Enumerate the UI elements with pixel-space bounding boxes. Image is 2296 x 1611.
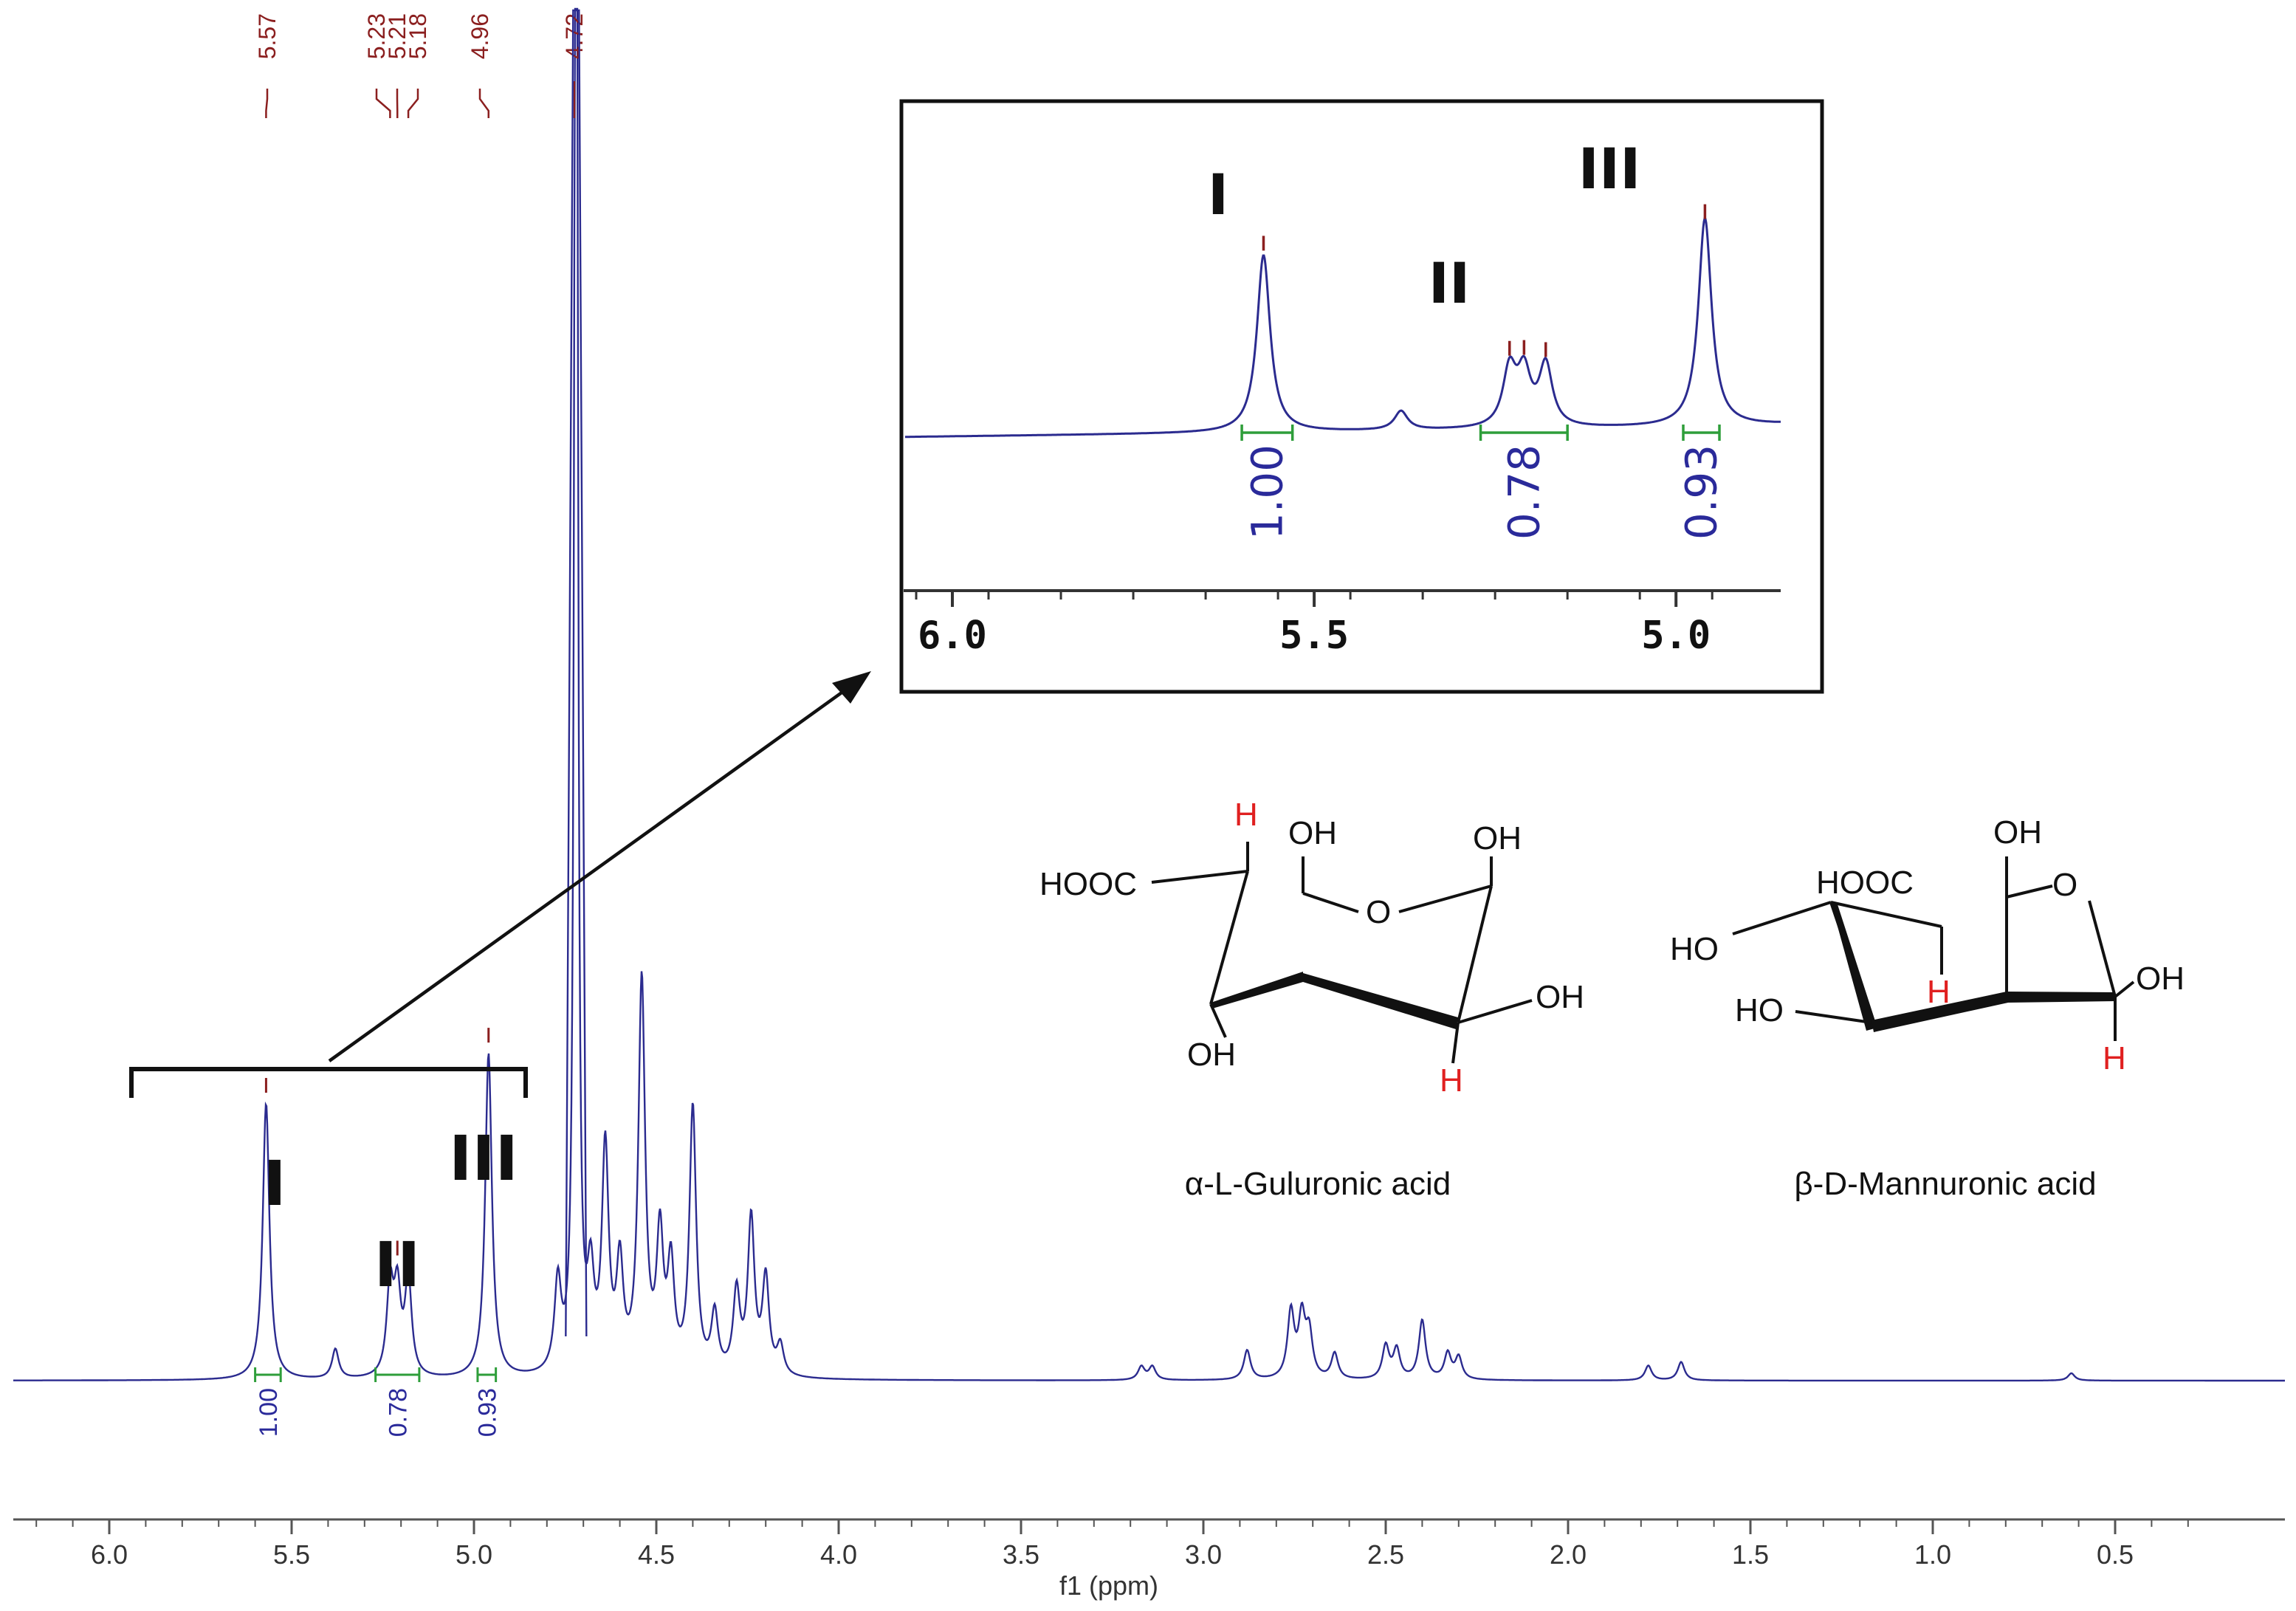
peak-label: 5.18 <box>405 13 431 118</box>
inset-integral-region: 1.00 <box>1240 425 1294 540</box>
mannuronic-label-oh-right: OH <box>2136 961 2185 997</box>
peak-label: 5.23 <box>363 13 391 118</box>
integral-region: 1.00 <box>254 1367 283 1437</box>
x-tick-label: 2.0 <box>1550 1539 1587 1570</box>
inset-integral-label: 1.00 <box>1242 444 1292 540</box>
x-tick-label: 3.0 <box>1185 1539 1222 1570</box>
mannuronic-label-oh-top: OH <box>1993 814 2042 851</box>
mannuronic-label-ho-bottom: HO <box>1735 992 1784 1028</box>
x-tick-label: 1.5 <box>1732 1539 1769 1570</box>
x-tick-label: 5.5 <box>273 1539 310 1570</box>
inset-frame <box>899 99 1824 694</box>
mannuronic-label-h-red-bottom: H <box>2103 1040 2126 1076</box>
inset-region-label-iii: III <box>1578 136 1641 202</box>
mannuronic-label-h-red: H <box>1927 974 1950 1010</box>
integral-label: 1.00 <box>255 1388 283 1437</box>
peak-label-leader <box>407 89 419 118</box>
inset-tick-label: 5.5 <box>1279 614 1349 658</box>
integral-region: 0.93 <box>473 1367 501 1437</box>
guluronic-caption: α-L-Guluronic acid <box>1185 1166 1451 1202</box>
mannuronic-label-ho-left: HO <box>1670 931 1719 967</box>
x-tick-label: 4.5 <box>638 1539 675 1570</box>
inset-integral-region: 0.93 <box>1677 425 1727 540</box>
x-tick-label: 0.5 <box>2097 1539 2134 1570</box>
inset-region-label-i: I <box>1208 162 1228 227</box>
guluronic-label-hooc: HOOC <box>1039 866 1137 902</box>
peak-label-group: 5.57 5.235.215.18 4.96 4.72 <box>254 13 588 1259</box>
inset-integral-label: 0.78 <box>1499 444 1549 540</box>
peak-label-leader <box>478 89 490 118</box>
region-label: I <box>263 1147 286 1220</box>
mannuronic-label-ring-o: O <box>2052 867 2077 903</box>
region-label: II <box>374 1229 421 1301</box>
peak-label-text: 5.21 <box>384 13 410 59</box>
peak-label-leader <box>265 89 269 118</box>
main-plot: 6.0 5.5 5.0 4.5 4.0 3.5 3.0 2.5 2.0 1.5 1.0 0.5 f1 … <box>13 7 2285 1601</box>
peak-label-text: 5.23 <box>363 13 390 59</box>
guluronic-label-h-red-bottom: H <box>1440 1062 1463 1099</box>
guluronic-label-h-red: H <box>1234 797 1258 833</box>
peak-label: 5.57 <box>254 13 281 118</box>
peak-label-text: 4.72 <box>561 13 588 59</box>
inset-tick-label: 5.0 <box>1641 614 1711 658</box>
x-tick-label: 6.0 <box>91 1539 128 1570</box>
inset-integral-group: 1.00 0.78 0.93 <box>1240 425 1727 540</box>
inset-tick-label: 6.0 <box>918 614 987 658</box>
x-tick-label: 4.0 <box>820 1539 857 1570</box>
integral-label: 0.93 <box>473 1388 501 1437</box>
guluronic-label-oh-top: OH <box>1288 815 1337 851</box>
inset-x-axis-ticks: 6.0 5.5 5.0 <box>915 591 1714 658</box>
mannuronic-label-hooc: HOOC <box>1816 865 1914 901</box>
peak-label: 5.21 <box>384 13 410 118</box>
integral-label: 0.78 <box>384 1388 412 1437</box>
peak-label-text: 4.96 <box>467 13 493 59</box>
x-axis-ticks: 6.0 5.5 5.0 4.5 4.0 3.5 3.0 2.5 2.0 1.5 1.0 0.5 <box>35 1519 2189 1570</box>
peak-label-text: 5.57 <box>254 13 281 59</box>
guluronic-label-oh-far-right: OH <box>1536 979 1584 1015</box>
inset-panel: 6.0 5.5 5.0 1.00 0.78 0.93 I II III <box>899 99 1824 694</box>
zoom-bracket <box>129 671 871 1098</box>
x-tick-label: 3.5 <box>1003 1539 1039 1570</box>
x-tick-label: 5.0 <box>456 1539 492 1570</box>
integral-region: 0.78 <box>374 1367 421 1437</box>
x-tick-label: 1.0 <box>1914 1539 1951 1570</box>
solvent-peak-line <box>565 9 588 1337</box>
mannuronic-acid-structure: OH HOOC O HO H OH HO H β-D-Mannuronic ac… <box>1670 814 2185 1202</box>
guluronic-acid-structure: HOOC H OH OH O OH OH H α-L-Guluronic aci… <box>1039 797 1584 1202</box>
inset-integral-region: 0.78 <box>1479 425 1569 540</box>
guluronic-label-oh-bottom: OH <box>1187 1037 1236 1073</box>
guluronic-label-oh-right: OH <box>1473 820 1522 856</box>
inset-integral-label: 0.93 <box>1677 444 1727 540</box>
guluronic-label-ring-o: O <box>1366 894 1391 930</box>
main-spectrum-line <box>13 7 2285 1382</box>
peak-label: 4.96 <box>467 13 493 118</box>
peak-label: 4.72 <box>561 13 588 118</box>
peak-label-leader <box>375 89 391 118</box>
mannuronic-caption: β-D-Mannuronic acid <box>1794 1166 2096 1202</box>
inset-spectrum-line <box>905 216 1781 439</box>
arrow-head-icon <box>832 671 871 704</box>
x-tick-label: 2.5 <box>1367 1539 1404 1570</box>
integral-group: 1.00 0.78 0.93 <box>254 1367 501 1437</box>
inset-peak-marks <box>1262 204 1707 357</box>
peak-label-text: 5.18 <box>405 13 431 59</box>
inset-region-label-ii: II <box>1429 250 1471 316</box>
region-label: III <box>449 1122 518 1195</box>
x-axis-title: f1 (ppm) <box>1059 1570 1158 1601</box>
